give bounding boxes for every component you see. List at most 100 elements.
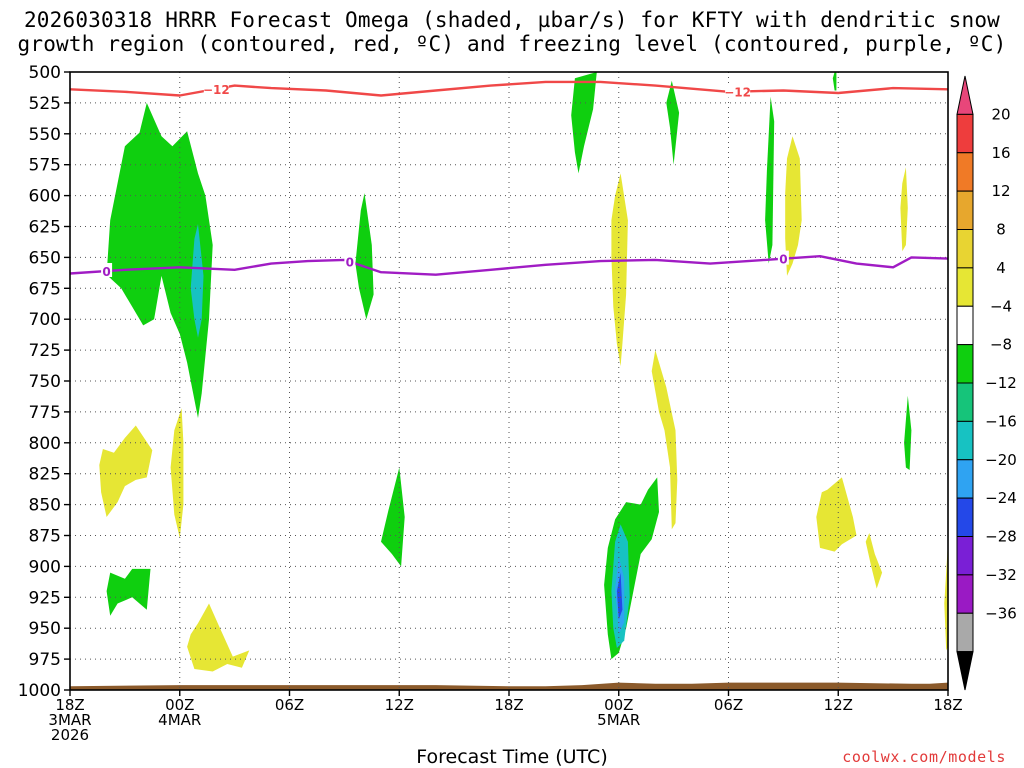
- colorbar-swatch-8: [956, 382, 974, 422]
- omega-shaded-region-20: [816, 477, 857, 552]
- omega-shaded-region-4: [571, 72, 597, 174]
- contour-label-0-0: −12: [203, 83, 230, 97]
- plot-area: −12 −12 0 0 0 500 525 550 575 600 625 650 675 700 725 7…: [18, 63, 963, 744]
- contour-label-1-0: 0: [102, 265, 110, 279]
- omega-shaded-region-11: [765, 96, 775, 264]
- contour-label-0-1: −12: [724, 86, 751, 100]
- colorbar-label-4: 4: [996, 259, 1006, 277]
- colorbar-label-1: 16: [991, 144, 1010, 162]
- x-tick-label-0-2: 2026: [51, 726, 89, 744]
- colorbar-swatch-13: [956, 574, 974, 614]
- colorbar-swatch-7: [956, 344, 974, 384]
- omega-shaded-region-15: [170, 408, 184, 538]
- omega-shaded-region-14: [99, 425, 153, 517]
- colorbar-top-triangle: [956, 75, 974, 115]
- omega-shaded-region-23: [944, 541, 948, 651]
- colorbar: 20 16 12 8 4 −4 −8 −12 −16 −20 −24 −28 −32 −36: [956, 75, 1017, 691]
- omega-shaded-region-10: [666, 80, 680, 165]
- omega-shaded-region-13: [904, 395, 912, 470]
- x-tick-label-0-1: 3MAR: [48, 711, 91, 729]
- colorbar-swatch-1: [956, 113, 974, 154]
- colorbar-label-8: −16: [985, 412, 1017, 430]
- colorbar-label-9: −20: [985, 451, 1017, 469]
- colorbar-label-6: −8: [990, 336, 1012, 354]
- y-tick-label-875: 875: [29, 527, 61, 547]
- colorbar-label-5: −4: [990, 297, 1012, 315]
- y-tick-label-550: 550: [29, 125, 61, 145]
- terrain-band: [70, 682, 948, 690]
- chart-title: 2026030318 HRRR Forecast Omega (shaded, …: [0, 8, 1024, 56]
- y-tick-label-800: 800: [29, 434, 61, 454]
- y-tick-label-500: 500: [29, 63, 61, 83]
- colorbar-swatch-5: [956, 267, 974, 307]
- x-tick-label-36-0: 06Z: [714, 696, 743, 714]
- contour-label-bg-0-1: [725, 83, 751, 98]
- colorbar-swatch-4: [956, 229, 974, 269]
- colorbar-label-13: −36: [985, 604, 1017, 622]
- y-tick-label-1000: 1000: [18, 681, 61, 701]
- x-tick-label-30-1: 5MAR: [597, 711, 640, 729]
- omega-shaded-region-21: [900, 167, 908, 252]
- colorbar-label-0: 20: [991, 105, 1010, 123]
- colorbar-label-7: −12: [985, 374, 1017, 392]
- x-tick-label-0-0: 18Z: [55, 696, 84, 714]
- shaded-omega-regions: [99, 72, 948, 672]
- omega-shaded-region-12: [832, 72, 837, 91]
- contour-label-bg-0-0: [203, 80, 229, 95]
- y-tick-label-950: 950: [29, 619, 61, 639]
- colorbar-label-2: 12: [991, 182, 1010, 200]
- x-tick-label-12-0: 06Z: [275, 696, 304, 714]
- x-tick-label-30-0: 00Z: [604, 696, 633, 714]
- colorbar-swatch-3: [956, 190, 974, 230]
- colorbar-label-10: −24: [985, 489, 1017, 507]
- colorbar-label-11: −28: [985, 528, 1017, 546]
- y-tick-label-825: 825: [29, 465, 61, 485]
- omega-shaded-region-0: [106, 102, 213, 419]
- x-tick-label-24-0: 18Z: [494, 696, 523, 714]
- colorbar-swatch-12: [956, 536, 974, 576]
- y-tick-label-625: 625: [29, 218, 61, 238]
- colorbar-swatch-2: [956, 152, 974, 192]
- contour-label-bg-1-0: [101, 262, 113, 277]
- grid-lines: [70, 72, 948, 690]
- y-tick-label-675: 675: [29, 279, 61, 299]
- y-tick-label-900: 900: [29, 557, 61, 577]
- y-tick-label-700: 700: [29, 310, 61, 330]
- y-tick-label-850: 850: [29, 496, 61, 516]
- colorbar-swatch-11: [956, 497, 974, 537]
- omega-shaded-region-16: [187, 603, 250, 672]
- omega-shaded-region-17: [611, 173, 628, 367]
- colorbar-swatch-14: [956, 612, 974, 653]
- colorbar-label-3: 8: [996, 221, 1006, 239]
- x-axis-label: Forecast Time (UTC): [416, 746, 608, 768]
- chart-title-line-1: 2026030318 HRRR Forecast Omega (shaded, …: [23, 8, 1001, 32]
- contour-line-1: [69, 255, 949, 276]
- y-axis: 500 525 550 575 600 625 650 675 700 725 750 775 800 8…: [18, 63, 70, 701]
- colorbar-swatch-6: [956, 305, 974, 346]
- y-tick-label-750: 750: [29, 372, 61, 392]
- colorbar-label-12: −32: [985, 566, 1017, 584]
- y-tick-label-925: 925: [29, 588, 61, 608]
- colorbar-swatch-10: [956, 459, 974, 499]
- credit-text: coolwx.com/models: [842, 748, 1006, 766]
- x-tick-label-6-1: 4MAR: [158, 711, 201, 729]
- omega-shaded-region-5: [106, 568, 151, 616]
- omega-shaded-region-22: [865, 533, 883, 589]
- contour-label-bg-1-1: [344, 253, 356, 268]
- x-tick-label-18-0: 12Z: [385, 696, 414, 714]
- contour-label-1-2: 0: [779, 253, 787, 267]
- omega-shaded-region-18: [651, 350, 678, 530]
- omega-shaded-region-2: [355, 193, 374, 320]
- omega-shaded-region-1: [190, 224, 204, 338]
- y-tick-label-600: 600: [29, 187, 61, 207]
- contour-label-bg-1-2: [777, 250, 789, 265]
- chart-title-line-2: growth region (contoured, red, ºC) and f…: [17, 32, 1007, 56]
- omega-shaded-region-19: [785, 136, 802, 276]
- colorbar-swatch-9: [956, 420, 974, 461]
- x-tick-label-42-0: 12Z: [824, 696, 853, 714]
- x-tick-label-6-0: 00Z: [165, 696, 194, 714]
- y-tick-label-775: 775: [29, 403, 61, 423]
- x-tick-label-48-0: 18Z: [933, 696, 962, 714]
